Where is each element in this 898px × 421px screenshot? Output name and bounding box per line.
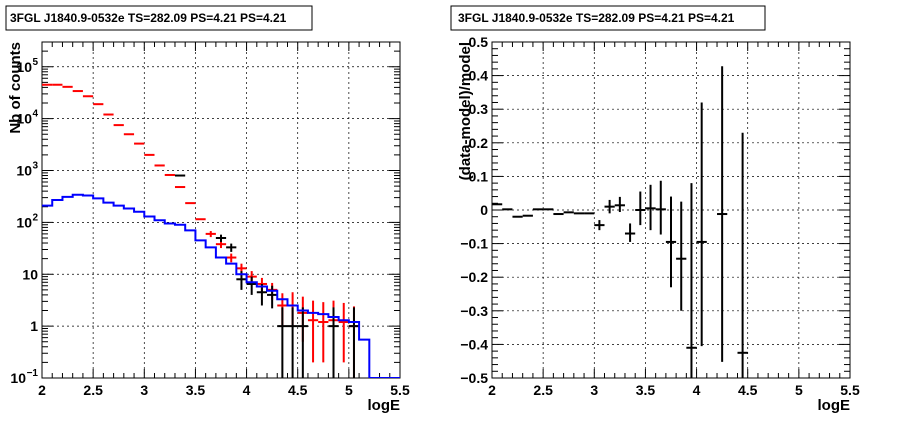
- y-tick-exponent: 3: [32, 161, 38, 172]
- x-tick-label: 5: [345, 382, 353, 398]
- y-tick-label: 0.1: [469, 168, 489, 184]
- y-tick-label: 10: [16, 214, 32, 230]
- y-tick-label: 0.3: [469, 101, 489, 117]
- x-tick-label: 3: [140, 382, 148, 398]
- y-tick-label: 10: [16, 163, 32, 179]
- x-tick-label: 2.5: [533, 382, 553, 398]
- x-tick-label: 4.5: [288, 382, 308, 398]
- x-tick-label: 4.5: [738, 382, 758, 398]
- right-panel-residuals-vs-logE: 3FGL J1840.9-0532e TS=282.09 PS=4.21 PS=…: [450, 5, 860, 414]
- y-tick-label: −0.1: [460, 236, 488, 252]
- y-tick-label: 1: [30, 318, 38, 334]
- x-tick-label: 5.5: [390, 382, 410, 398]
- y-tick-exponent: 4: [32, 109, 38, 120]
- x-tick-label: 2.5: [83, 382, 103, 398]
- x-tick-label: 3.5: [186, 382, 206, 398]
- chart-title: 3FGL J1840.9-0532e TS=282.09 PS=4.21 PS=…: [458, 11, 735, 25]
- plot-frame: [41, 41, 401, 379]
- x-axis-title: logE: [818, 397, 851, 414]
- y-tick-label: 10: [22, 266, 38, 282]
- y-tick-label: 0: [480, 202, 488, 218]
- x-tick-label: 4: [693, 382, 701, 398]
- x-tick-label: 2: [488, 382, 496, 398]
- y-tick-label: 10: [16, 111, 32, 127]
- background-model-step-line: [42, 193, 400, 378]
- y-tick-label: −0.2: [460, 269, 488, 285]
- x-tick-label: 4: [243, 382, 251, 398]
- y-tick-label: −0.3: [460, 303, 488, 319]
- x-tick-label: 2: [38, 382, 46, 398]
- y-tick-label: 0.5: [469, 34, 489, 50]
- x-tick-label: 5: [795, 382, 803, 398]
- y-tick-label: 0.4: [469, 68, 489, 84]
- chart-title: 3FGL J1840.9-0532e TS=282.09 PS=4.21 PS=…: [10, 11, 287, 25]
- title-box: [5, 5, 313, 31]
- plot-area: [42, 83, 400, 378]
- y-axis-title: Nb of counts: [7, 42, 24, 134]
- y-tick-exponent: 2: [32, 212, 38, 223]
- x-axis-title: logE: [368, 397, 401, 414]
- y-tick-label: 10: [16, 59, 32, 75]
- y-tick-label: 0.2: [469, 135, 489, 151]
- x-tick-label: 5.5: [840, 382, 860, 398]
- x-tick-label: 3: [590, 382, 598, 398]
- y-tick-label: −0.4: [460, 336, 488, 352]
- plot-area: [492, 66, 748, 378]
- y-axis-title: (data-model)/model: [457, 42, 474, 180]
- y-tick-label: −0.5: [460, 370, 488, 386]
- y-tick-label: 10: [10, 370, 26, 386]
- y-tick-exponent: −1: [27, 368, 39, 379]
- title-box: [450, 5, 766, 31]
- left-panel-counts-vs-logE: 3FGL J1840.9-0532e TS=282.09 PS=4.21 PS=…: [5, 5, 410, 414]
- y-tick-exponent: 5: [32, 57, 38, 68]
- x-tick-label: 3.5: [636, 382, 656, 398]
